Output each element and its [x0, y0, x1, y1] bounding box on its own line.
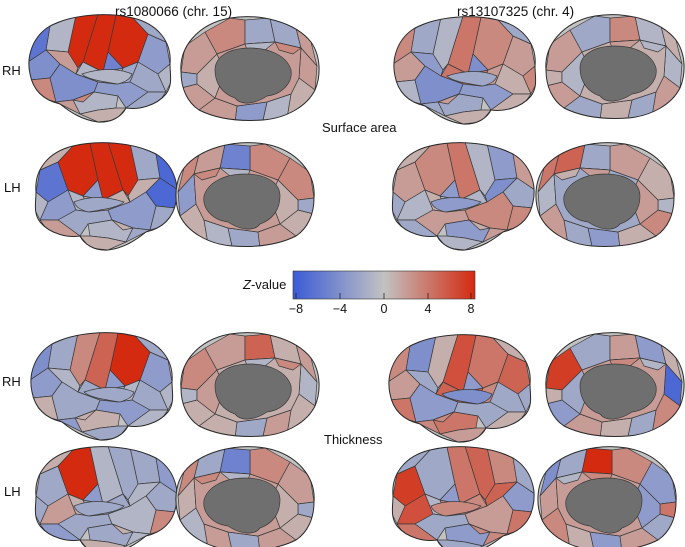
insula-region: [83, 387, 135, 403]
brain-region: [274, 41, 302, 55]
brain-region: [553, 167, 581, 181]
column-title-right: rs13107325 (chr. 4): [457, 4, 575, 19]
brain-lateral-thickness-rh-rs13107325: [388, 334, 532, 443]
brain-region: [639, 357, 667, 371]
brain-outline: [34, 142, 178, 251]
brain-outline: [30, 332, 174, 441]
brain-medial-thickness-rh-rs1080066: [180, 332, 320, 437]
brain-outline: [180, 16, 320, 121]
insula-region: [73, 197, 125, 213]
column-title-left: rs1080066 (chr. 15): [115, 4, 233, 19]
section-label-thickness: Thickness: [324, 432, 383, 447]
brain-outline: [180, 332, 320, 437]
medial-wall: [579, 45, 657, 102]
brain-region: [522, 65, 536, 95]
insula-region: [430, 501, 482, 517]
brain-medial-thickness-lh-rs1080066: [175, 446, 315, 547]
brain-region: [435, 381, 444, 395]
brain-lateral-thickness-lh-rs13107325: [391, 446, 535, 547]
brain-region: [193, 471, 221, 485]
medial-wall: [565, 477, 643, 534]
medial-wall: [579, 363, 657, 420]
brain-outline: [545, 14, 685, 119]
brain-region: [437, 93, 460, 105]
brain-medial-thickness-lh-rs13107325: [537, 446, 677, 547]
brain-medial-surface-area-rh-rs1080066: [180, 16, 320, 121]
brain-outline: [537, 446, 677, 547]
insula-region: [441, 389, 493, 405]
brain-outline: [175, 142, 315, 247]
brain-region: [440, 63, 449, 77]
colorbar-tick-4: 8: [467, 302, 475, 316]
brain-outline: [34, 446, 178, 547]
medial-wall: [203, 173, 281, 230]
medial-wall: [563, 173, 641, 230]
brain-region: [122, 189, 131, 203]
brain-region: [77, 379, 86, 393]
insula-region: [81, 69, 133, 85]
brain-lateral-surface-area-lh-rs1080066: [34, 142, 178, 251]
brain-medial-surface-area-lh-rs1080066: [175, 142, 315, 247]
brain-region: [479, 189, 488, 203]
medial-wall: [214, 47, 292, 104]
colorbar-tick-0: −8: [288, 302, 304, 316]
hemi-label-rh-surface: RH: [2, 63, 21, 78]
brain-region: [392, 495, 406, 525]
colorbar-tick-2: 0: [380, 302, 388, 316]
brain-medial-surface-area-rh-rs13107325: [545, 14, 685, 119]
brain-region: [555, 471, 583, 485]
brain-region: [432, 411, 455, 423]
brain-outline: [391, 446, 535, 547]
hemi-label-lh-surface: LH: [4, 180, 21, 195]
brain-outline: [535, 142, 675, 247]
brain-region: [122, 493, 131, 507]
colorbar-tick-1: −4: [332, 302, 348, 316]
colorbar-label-z: Z: [243, 277, 251, 292]
brain-region: [639, 39, 667, 53]
brain-region: [35, 191, 49, 221]
brain-lateral-thickness-lh-rs1080066: [34, 446, 178, 547]
brain-medial-thickness-rh-rs13107325: [545, 332, 685, 437]
brain-outline: [28, 14, 172, 123]
brain-outline: [545, 332, 685, 437]
brain-outline: [175, 446, 315, 547]
medial-wall: [203, 477, 281, 534]
brain-region: [392, 191, 406, 221]
section-label-surface-area: Surface area: [322, 120, 397, 135]
brain-medial-surface-area-lh-rs13107325: [535, 142, 675, 247]
brain-region: [274, 357, 302, 371]
brain-region: [468, 219, 491, 231]
brain-lateral-thickness-rh-rs1080066: [30, 332, 174, 441]
brain-region: [479, 493, 488, 507]
brain-region: [193, 167, 221, 181]
insula-region: [73, 501, 125, 517]
hemi-label-rh-thickness: RH: [2, 374, 21, 389]
brain-lateral-surface-area-lh-rs13107325: [391, 142, 535, 251]
brain-lateral-surface-area-rh-rs1080066: [28, 14, 172, 123]
brain-region: [75, 61, 84, 75]
brain-region: [157, 63, 171, 93]
brain-region: [35, 495, 49, 525]
colorbar-ticks: [295, 293, 472, 299]
brain-outline: [393, 16, 537, 125]
hemi-label-lh-thickness: LH: [4, 484, 21, 499]
colorbar-label: Z-value: [243, 277, 286, 292]
brain-region: [111, 219, 134, 231]
brain-region: [468, 523, 491, 535]
insula-region: [430, 197, 482, 213]
brain-region: [517, 383, 531, 413]
brain-lateral-surface-area-rh-rs13107325: [393, 16, 537, 125]
brain-region: [74, 409, 97, 421]
brain-region: [159, 381, 173, 411]
brain-outline: [388, 334, 532, 443]
colorbar-label-rest: -value: [250, 277, 287, 292]
brain-outline: [391, 142, 535, 251]
brain-region: [111, 523, 134, 535]
brain-region: [72, 91, 95, 103]
colorbar-tick-3: 4: [424, 302, 432, 316]
insula-region: [446, 71, 498, 87]
medial-wall: [214, 363, 292, 420]
